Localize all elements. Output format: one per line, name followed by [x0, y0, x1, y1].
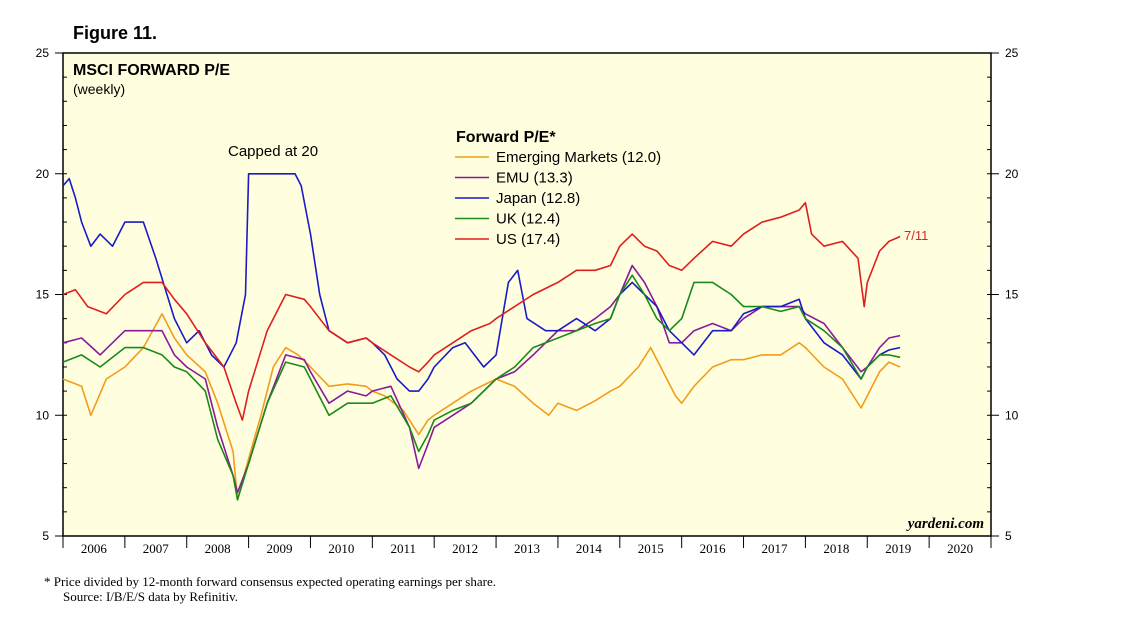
x-tick-label: 2015 [638, 541, 664, 556]
footnote-text: * Price divided by 12-month forward cons… [44, 574, 496, 589]
y-tick-label-right: 25 [1005, 46, 1019, 60]
series-line [62, 274, 901, 501]
x-tick-label: 2009 [267, 541, 293, 556]
x-axis: 2006 2007 2008 2009 2010 2011 2012 2013 2014 2015… [62, 536, 992, 556]
y-tick-label-left: 25 [36, 46, 50, 60]
y-tick-label-left: 5 [42, 529, 49, 543]
x-tick-label: 2016 [700, 541, 727, 556]
y-tick-label-right: 5 [1005, 529, 1012, 543]
x-tick-label: 2007 [143, 541, 170, 556]
source-text: Source: I/B/E/S data by Refinitiv. [63, 589, 238, 604]
series-lines [62, 173, 901, 501]
y-tick-label-left: 20 [36, 167, 50, 181]
x-tick-label: 2011 [391, 541, 417, 556]
x-tick-label: 2008 [205, 541, 231, 556]
x-tick-label: 2013 [514, 541, 540, 556]
legend-label: US (17.4) [496, 231, 560, 248]
legend-label: Japan (12.8) [496, 190, 580, 207]
x-tick-label: 2018 [823, 541, 849, 556]
legend-label: EMU (13.3) [496, 170, 573, 187]
footnote: * Price divided by 12-month forward cons… [44, 574, 496, 604]
chart-subtitle: (weekly) [73, 81, 125, 97]
x-tick-label: 2010 [328, 541, 354, 556]
y-tick-label-right: 20 [1005, 167, 1019, 181]
legend-label: Emerging Markets (12.0) [496, 149, 661, 166]
date-label: 7/11 [904, 228, 928, 243]
watermark: yardeni.com [906, 516, 984, 532]
y-tick-label-left: 10 [36, 408, 50, 422]
x-tick-label: 2019 [885, 541, 911, 556]
x-tick-label: 2014 [576, 541, 603, 556]
legend: Emerging Markets (12.0) EMU (13.3) Japan (… [455, 149, 661, 248]
y-axis: 5 5 10 10 15 15 20 20 25 25 [36, 46, 1019, 543]
chart-title: MSCI FORWARD P/E [73, 62, 230, 79]
series-line [62, 201, 901, 421]
x-tick-label: 2012 [452, 541, 478, 556]
minor-ticks [63, 52, 991, 537]
y-tick-label-right: 10 [1005, 408, 1019, 422]
x-tick-label: 2017 [761, 541, 788, 556]
legend-title: Forward P/E* [456, 129, 556, 146]
capped-annotation: Capped at 20 [228, 143, 318, 160]
series-line [62, 312, 901, 501]
x-tick-label: 2020 [947, 541, 973, 556]
legend-label: UK (12.4) [496, 211, 560, 228]
figure-label: Figure 11. [73, 23, 158, 43]
y-tick-label-right: 15 [1005, 288, 1019, 302]
x-tick-label: 2006 [81, 541, 108, 556]
plot-area [62, 52, 992, 537]
series-line [62, 173, 901, 392]
y-tick-label-left: 15 [36, 288, 50, 302]
